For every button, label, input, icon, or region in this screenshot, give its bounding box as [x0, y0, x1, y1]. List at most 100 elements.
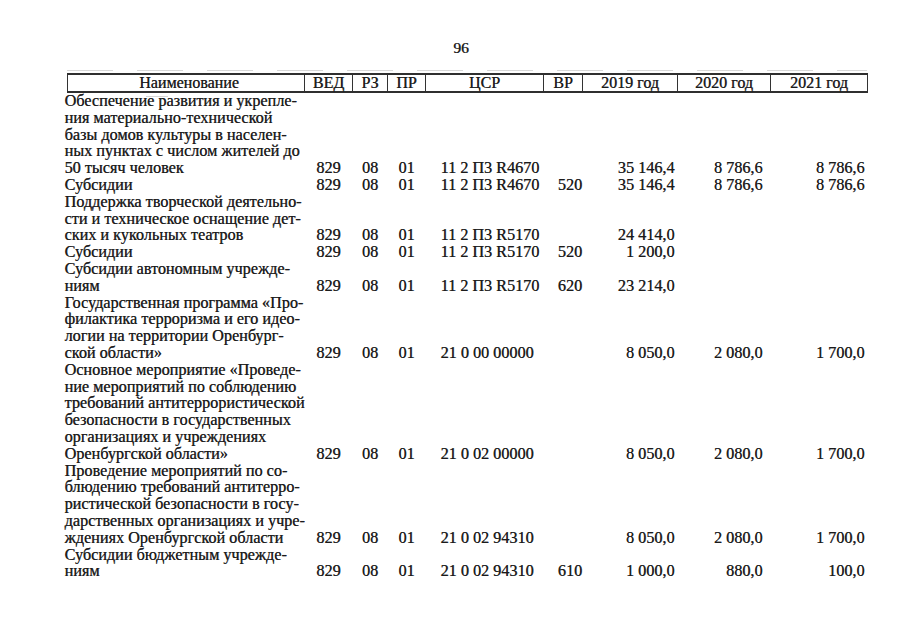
- cell-name: блюдению требований антитерро-: [68, 479, 305, 496]
- cell-y2020: [678, 127, 771, 144]
- table-row: безопасности в государственных: [68, 412, 868, 429]
- cell-name: ниям: [68, 278, 305, 295]
- cell-rz: 08: [353, 446, 388, 463]
- cell-y2019: [583, 328, 678, 345]
- cell-vr: [544, 143, 583, 160]
- table-row: ских и кукольных театров829080111 2 П3 R…: [68, 227, 868, 244]
- cell-csr: [426, 395, 544, 412]
- cell-name: ской области»: [68, 345, 305, 362]
- cell-rz: [353, 110, 388, 127]
- cell-ved: 829: [305, 446, 353, 463]
- cell-name: ристической безопасности в госу-: [68, 496, 305, 513]
- cell-y2019: [583, 143, 678, 160]
- cell-pr: [388, 328, 426, 345]
- cell-ved: [305, 362, 353, 379]
- cell-vr: [544, 311, 583, 328]
- cell-y2019: 8 050,0: [583, 530, 678, 547]
- document-page: { "page": { "number": "96" }, "colors": …: [0, 0, 905, 640]
- cell-pr: [388, 395, 426, 412]
- cell-csr: 21 0 02 94310: [426, 563, 544, 580]
- table-row: сти и техническое оснащение дет-: [68, 211, 868, 228]
- cell-vr: [544, 362, 583, 379]
- cell-csr: [426, 211, 544, 228]
- cell-rz: [353, 127, 388, 144]
- table-row: ниям829080111 2 П3 R517062023 214,0: [68, 278, 868, 295]
- cell-vr: [544, 295, 583, 312]
- cell-y2021: 8 786,6: [771, 160, 868, 177]
- cell-rz: 08: [353, 227, 388, 244]
- cell-vr: [544, 395, 583, 412]
- cell-y2019: 8 050,0: [583, 345, 678, 362]
- cell-vr: [544, 345, 583, 362]
- cell-vr: [544, 547, 583, 564]
- cell-csr: [426, 412, 544, 429]
- cell-rz: [353, 479, 388, 496]
- cell-y2019: 23 214,0: [583, 278, 678, 295]
- cell-y2019: [583, 479, 678, 496]
- cell-pr: 01: [388, 227, 426, 244]
- cell-ved: [305, 261, 353, 278]
- table-row: ние мероприятий по соблюдению: [68, 379, 868, 396]
- cell-y2020: 880,0: [678, 563, 771, 580]
- table-row: ской области»829080121 0 00 000008 050,0…: [68, 345, 868, 362]
- cell-y2020: [678, 479, 771, 496]
- table-row: ниям829080121 0 02 943106101 000,0880,01…: [68, 563, 868, 580]
- cell-pr: 01: [388, 278, 426, 295]
- cell-rz: [353, 92, 388, 110]
- cell-csr: 11 2 П3 R5170: [426, 227, 544, 244]
- cell-y2021: [771, 429, 868, 446]
- cell-name: дарственных организациях и учре-: [68, 513, 305, 530]
- cell-rz: 08: [353, 345, 388, 362]
- cell-pr: [388, 261, 426, 278]
- cell-y2021: [771, 463, 868, 480]
- cell-name: Субсидии автономным учрежде-: [68, 261, 305, 278]
- cell-ved: 829: [305, 177, 353, 194]
- cell-name: ниям: [68, 563, 305, 580]
- cell-vr: [544, 194, 583, 211]
- cell-ved: [305, 92, 353, 110]
- cell-name: Основное мероприятие «Проведе-: [68, 362, 305, 379]
- cell-pr: [388, 110, 426, 127]
- cell-y2019: [583, 311, 678, 328]
- cell-rz: [353, 463, 388, 480]
- cell-vr: [544, 328, 583, 345]
- table-row: 50 тысяч человек829080111 2 П3 R467035 1…: [68, 160, 868, 177]
- table-row: организациях и учреждениях: [68, 429, 868, 446]
- cell-y2020: [678, 395, 771, 412]
- cell-name: базы домов культуры в населен-: [68, 127, 305, 144]
- cell-y2021: [771, 244, 868, 261]
- column-header-pr: ПР: [388, 74, 426, 92]
- cell-rz: 08: [353, 530, 388, 547]
- cell-y2020: [678, 311, 771, 328]
- cell-y2020: [678, 244, 771, 261]
- cell-pr: [388, 143, 426, 160]
- cell-vr: [544, 530, 583, 547]
- cell-y2019: [583, 547, 678, 564]
- cell-pr: 01: [388, 160, 426, 177]
- cell-ved: 829: [305, 160, 353, 177]
- table-row: ния материально-технической: [68, 110, 868, 127]
- cell-pr: [388, 295, 426, 312]
- cell-y2020: 2 080,0: [678, 530, 771, 547]
- table-row: Оренбургской области»829080121 0 02 0000…: [68, 446, 868, 463]
- cell-y2019: [583, 362, 678, 379]
- cell-csr: [426, 496, 544, 513]
- cell-y2019: [583, 194, 678, 211]
- cell-ved: [305, 429, 353, 446]
- cell-ved: [305, 463, 353, 480]
- cell-csr: 21 0 02 94310: [426, 530, 544, 547]
- cell-pr: [388, 211, 426, 228]
- cell-name: Поддержка творческой деятельно-: [68, 194, 305, 211]
- cell-y2021: [771, 547, 868, 564]
- cell-y2021: [771, 194, 868, 211]
- cell-rz: 08: [353, 177, 388, 194]
- cell-vr: [544, 261, 583, 278]
- cell-y2021: [771, 479, 868, 496]
- cell-y2020: 8 786,6: [678, 160, 771, 177]
- table-row: филактика терроризма и его идео-: [68, 311, 868, 328]
- table-row: Субсидии автономным учрежде-: [68, 261, 868, 278]
- table-row: Основное мероприятие «Проведе-: [68, 362, 868, 379]
- column-header-csr: ЦСР: [426, 74, 544, 92]
- cell-y2020: [678, 92, 771, 110]
- cell-name: ских и кукольных театров: [68, 227, 305, 244]
